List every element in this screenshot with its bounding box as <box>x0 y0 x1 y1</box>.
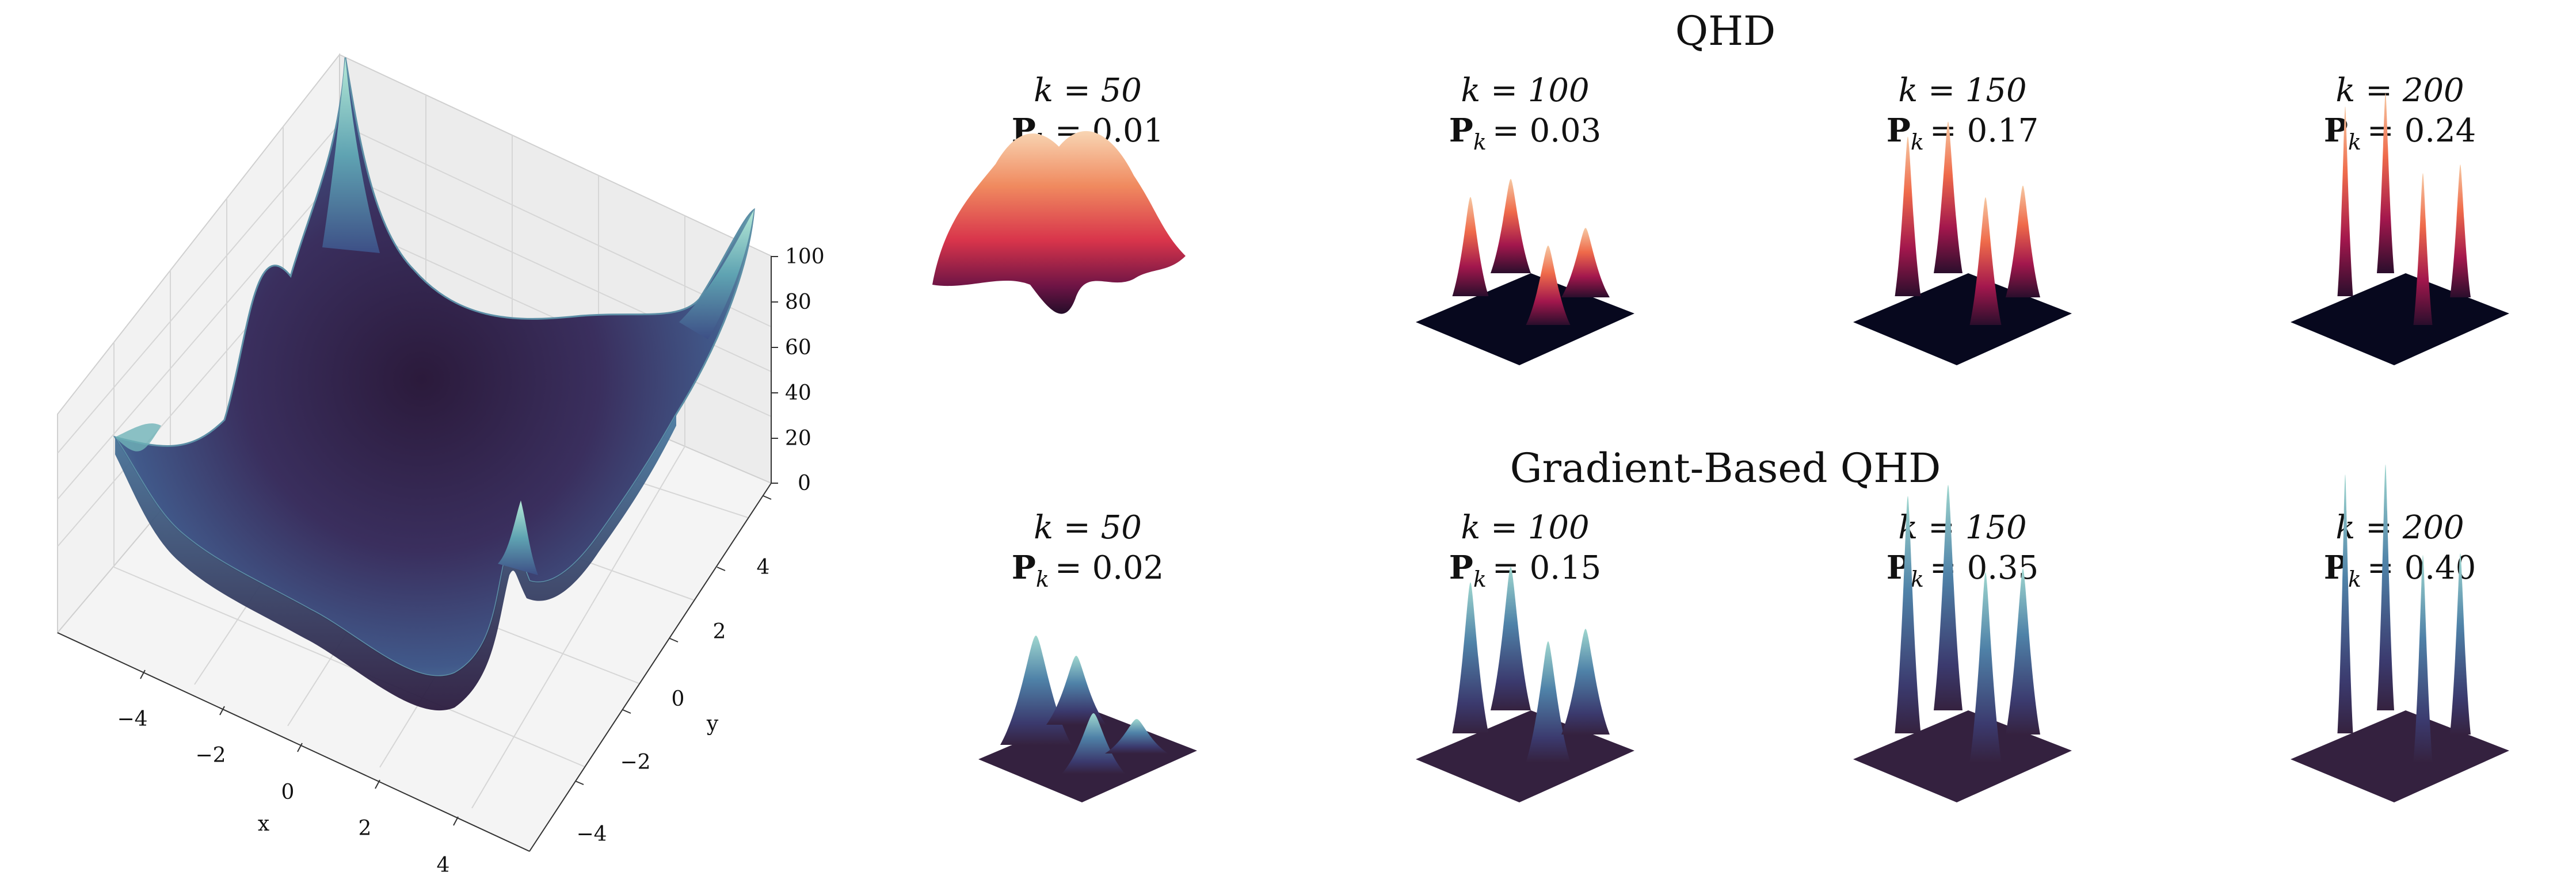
z-tick-label: 40 <box>785 381 811 405</box>
panel-peak <box>1491 179 1531 273</box>
p-symbol: P <box>1012 549 1036 587</box>
panel-peak <box>2337 106 2353 296</box>
p-subscript: k <box>1473 567 1487 592</box>
surface-spike-right <box>679 210 754 339</box>
panel-peak <box>1561 629 1610 735</box>
surface-plot: 0 20 40 60 80 100 −4 −2 0 2 4 x <box>56 53 825 877</box>
p-subscript: k <box>2348 129 2361 155</box>
p-symbol: P <box>1887 112 1911 150</box>
p-subscript: k <box>1473 129 1487 155</box>
x-tick-label: 2 <box>359 817 372 840</box>
panel-peak <box>2006 568 2040 735</box>
panel-k-label: k = 200 <box>2335 509 2464 546</box>
p-subscript: k <box>1036 567 1049 592</box>
x-axis-label: x <box>258 812 269 836</box>
x-axis <box>57 632 530 852</box>
panel-peak <box>2006 185 2040 297</box>
panel-k-label: k = 150 <box>1898 72 2026 109</box>
p-symbol: P <box>1449 112 1473 150</box>
panel-peak <box>1452 582 1489 733</box>
panel-blob <box>932 131 1186 314</box>
panel-k-label: k = 200 <box>2335 72 2464 109</box>
panel-k-label: k = 50 <box>1034 72 1142 109</box>
panel-peak <box>1062 713 1125 774</box>
panel-peak <box>2450 553 2471 735</box>
panel-p-label: Pk = 0.17 <box>1887 112 2039 155</box>
z-tick-label: 20 <box>785 427 811 450</box>
panel-floor <box>2291 710 2509 802</box>
panel-peak <box>1452 197 1489 296</box>
p-subscript: k <box>1911 129 1924 155</box>
panel-peak <box>2377 464 2394 710</box>
panel-p-label: Pk = 0.03 <box>1449 112 1602 155</box>
y-tick-label: −4 <box>576 823 607 846</box>
panel-peak <box>1969 572 2002 762</box>
panel-peak <box>1895 136 1921 296</box>
p-subscript: k <box>1911 567 1924 592</box>
panel-floor <box>1853 273 2072 365</box>
panel-k-label: k = 50 <box>1034 509 1142 546</box>
y-tick-label: 0 <box>672 687 685 711</box>
y-tick-label: 4 <box>757 556 770 579</box>
z-tick-label: 80 <box>785 290 811 314</box>
x-tick-label: 4 <box>437 854 450 877</box>
panel-peak <box>1934 485 1963 710</box>
panel-p-label: Pk = 0.15 <box>1449 549 1602 592</box>
panel-peak <box>1561 228 1610 297</box>
panel-peak <box>1046 656 1106 725</box>
gqhd-title: Gradient-Based QHD <box>1510 445 1941 492</box>
panel-peak <box>1969 197 2002 325</box>
panel-peak <box>1491 567 1531 710</box>
panel-floor <box>1853 710 2072 802</box>
panel-peak <box>1000 636 1072 745</box>
z-axis <box>771 256 778 484</box>
x-tick-label: −4 <box>117 707 147 731</box>
z-tick-label: 100 <box>785 245 825 269</box>
panel-peak <box>1105 719 1168 754</box>
panel-peak <box>1526 246 1571 325</box>
y-tick-label: −2 <box>620 751 650 774</box>
x-tick-label: −2 <box>195 744 226 767</box>
surface-mesh <box>113 57 755 677</box>
panel-peak <box>2450 165 2471 297</box>
panel-peak <box>1934 121 1963 273</box>
p-value: = 0.03 <box>1492 112 1601 150</box>
panel-peak <box>1526 641 1571 762</box>
z-tick-label: 60 <box>785 336 811 359</box>
panel-k-label: k = 150 <box>1898 509 2026 546</box>
panel-k-label: k = 100 <box>1461 509 1589 546</box>
surface-spike-front <box>498 500 538 575</box>
panel-floor <box>2291 273 2509 365</box>
y-axis-label: y <box>706 712 719 736</box>
y-tick-label: 2 <box>713 620 726 644</box>
panel-peak <box>2413 555 2433 762</box>
p-symbol: P <box>1449 549 1473 587</box>
panel-peak <box>2413 173 2433 325</box>
panel-peak <box>2377 93 2394 273</box>
p-subscript: k <box>2348 567 2361 592</box>
z-tick-label: 0 <box>798 472 811 495</box>
surface-left-lobe <box>115 423 161 452</box>
x-tick-label: 0 <box>281 781 295 804</box>
qhd-title: QHD <box>1675 7 1776 55</box>
y-axis <box>529 483 772 852</box>
panel-p-label: Pk = 0.02 <box>1012 549 1164 592</box>
surface-spike-top <box>322 58 380 253</box>
panel-peak <box>1895 496 1921 733</box>
p-value: = 0.02 <box>1055 549 1164 587</box>
panel-peak <box>2337 475 2353 733</box>
panel-k-label: k = 100 <box>1461 72 1589 109</box>
